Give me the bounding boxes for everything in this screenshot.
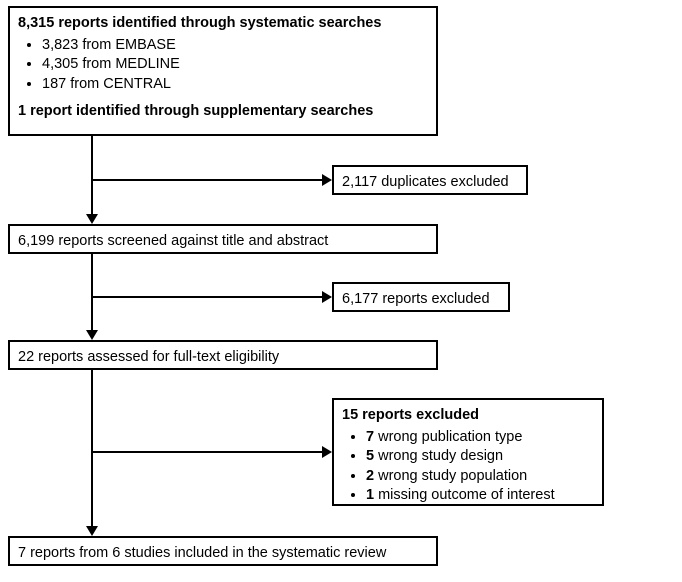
arrow-right-3 [0,0,682,582]
